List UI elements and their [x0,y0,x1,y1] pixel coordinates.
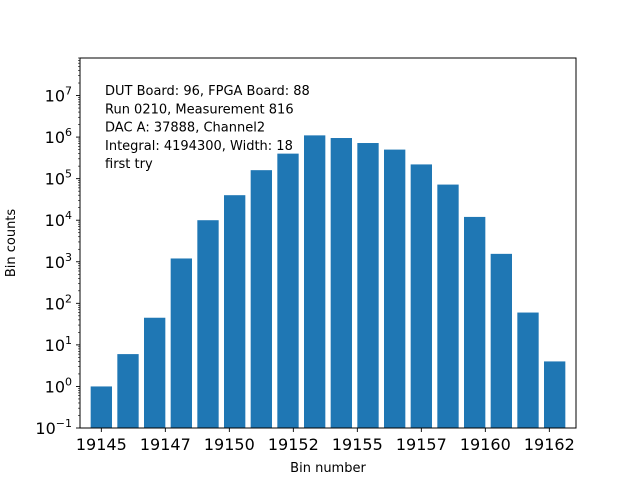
bar-19153 [304,135,326,428]
y-tick-label: 104 [45,209,72,230]
y-tick-label: 101 [45,334,72,355]
bar-19149 [197,220,219,428]
bar-19152 [277,153,299,428]
y-tick-label: 102 [45,292,72,313]
bar-19145 [90,386,112,428]
x-axis-label: Bin number [290,461,366,476]
y-tick-label: 106 [45,126,72,147]
bar-19154 [330,138,352,428]
x-axis: 19145 19147 19150 19152 19155 19157 19160 19162 [76,428,575,454]
y-tick-label: 103 [45,251,72,272]
annotation-line: Run 0210, Measurement 816 [105,102,294,117]
bar-19148 [170,258,192,428]
bar-19157 [410,164,432,428]
bar-19160 [490,253,512,428]
annotation-line: DUT Board: 96, FPGA Board: 88 [105,84,310,99]
x-tick-label: 19162 [524,435,575,454]
bar-19146 [117,354,139,428]
y-tick-label: 10−1 [35,417,72,438]
plot-frame [79,57,577,429]
y-axis-label: Bin counts [4,209,19,278]
x-tick-label: 19160 [460,435,511,454]
bar-19147 [144,317,166,428]
annotation-box: DUT Board: 96, FPGA Board: 88 Run 0210, M… [105,84,310,172]
y-axis: 10−1 100 101 102 103 104 105 106 107 [35,57,80,438]
annotation-line: DAC A: 37888, Channel2 [105,121,265,136]
bar-19155 [357,143,379,428]
bar-19156 [384,149,406,428]
y-tick-label: 107 [45,85,72,106]
x-tick-label: 19152 [268,435,319,454]
x-tick-label: 19147 [140,435,191,454]
bar-19150 [224,195,246,428]
x-tick-label: 19150 [204,435,255,454]
x-tick-label: 19145 [76,435,127,454]
bars-group [90,135,566,428]
x-tick-label: 19155 [332,435,383,454]
annotation-line: Integral: 4194300, Width: 18 [105,139,293,154]
annotation-line: first try [105,157,153,172]
y-tick-label: 105 [45,168,72,189]
y-tick-label: 100 [45,375,72,396]
bar-19158 [437,184,459,428]
bar-19159 [464,216,486,428]
bar-19161 [517,312,539,428]
bar-19162 [544,361,566,428]
bar-19151 [250,170,272,428]
x-tick-label: 19157 [396,435,447,454]
